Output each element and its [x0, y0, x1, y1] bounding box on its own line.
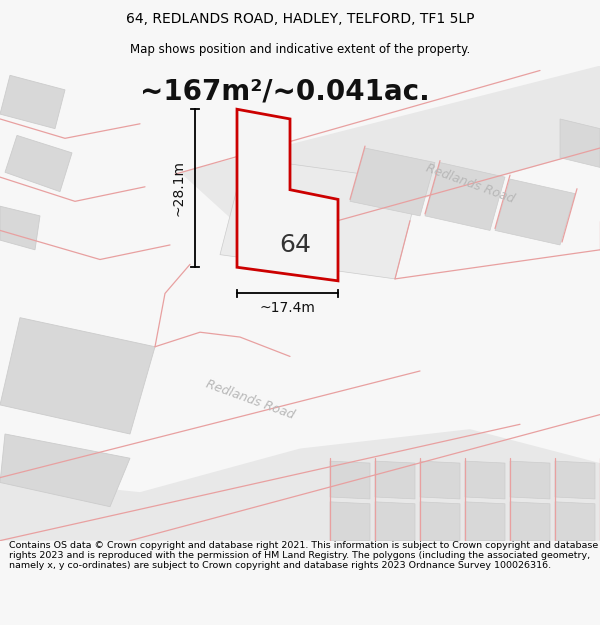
Polygon shape: [510, 502, 550, 541]
Polygon shape: [180, 66, 600, 245]
Polygon shape: [350, 148, 435, 216]
Text: Contains OS data © Crown copyright and database right 2021. This information is : Contains OS data © Crown copyright and d…: [9, 541, 598, 571]
Polygon shape: [465, 502, 505, 541]
Polygon shape: [560, 119, 600, 168]
Text: ~17.4m: ~17.4m: [260, 301, 316, 315]
Text: ~167m²/~0.041ac.: ~167m²/~0.041ac.: [140, 78, 430, 105]
Polygon shape: [510, 461, 550, 499]
Polygon shape: [0, 434, 130, 507]
Polygon shape: [375, 461, 415, 499]
Polygon shape: [420, 461, 460, 499]
Text: Redlands Road: Redlands Road: [424, 162, 516, 206]
Polygon shape: [0, 76, 65, 129]
Polygon shape: [425, 162, 505, 231]
Polygon shape: [0, 429, 600, 541]
Text: ~28.1m: ~28.1m: [171, 160, 185, 216]
Polygon shape: [0, 318, 155, 434]
Polygon shape: [5, 136, 72, 192]
Polygon shape: [220, 158, 420, 279]
Polygon shape: [495, 179, 575, 245]
Polygon shape: [465, 461, 505, 499]
Text: Redlands Road: Redlands Road: [204, 378, 296, 422]
Text: 64: 64: [279, 233, 311, 257]
Text: 64, REDLANDS ROAD, HADLEY, TELFORD, TF1 5LP: 64, REDLANDS ROAD, HADLEY, TELFORD, TF1 …: [126, 12, 474, 26]
Polygon shape: [330, 502, 370, 541]
Polygon shape: [330, 461, 370, 499]
Polygon shape: [0, 206, 40, 250]
Polygon shape: [555, 502, 595, 541]
Text: Map shows position and indicative extent of the property.: Map shows position and indicative extent…: [130, 42, 470, 56]
Polygon shape: [375, 502, 415, 541]
Polygon shape: [237, 109, 338, 281]
Polygon shape: [420, 502, 460, 541]
Polygon shape: [555, 461, 595, 499]
